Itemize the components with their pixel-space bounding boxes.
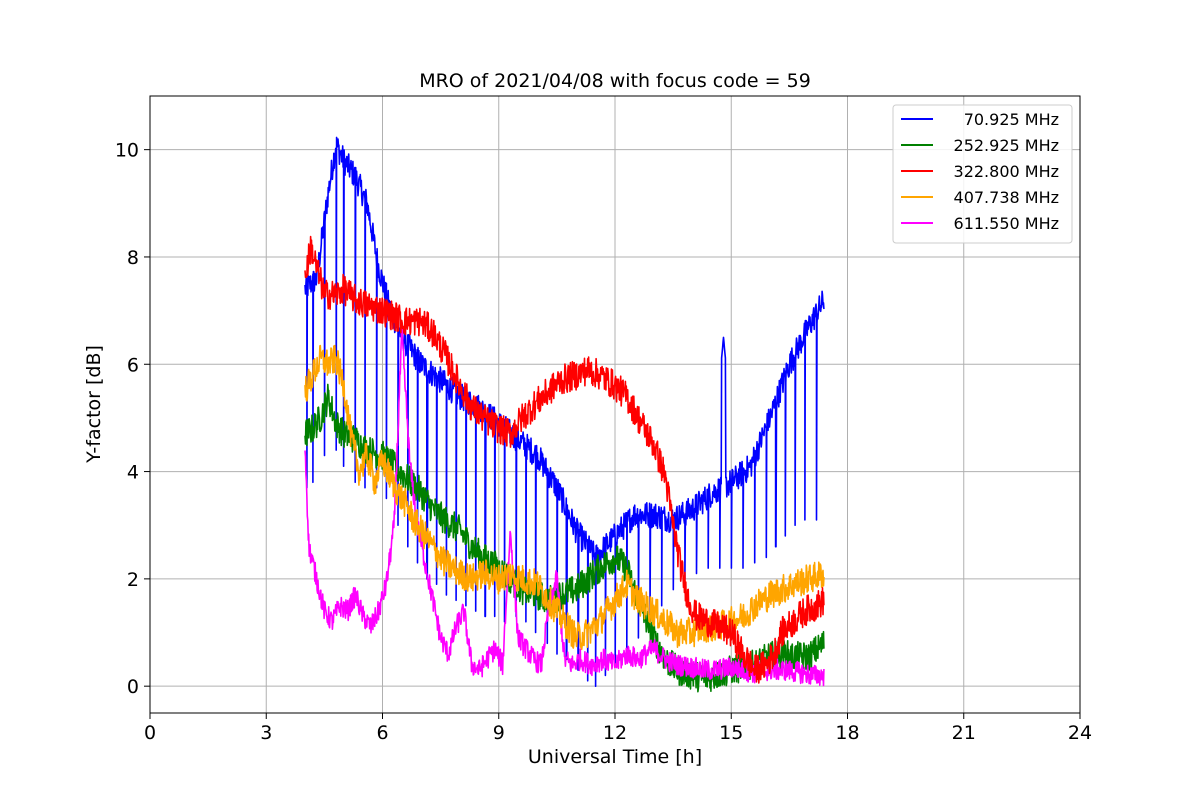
x-axis-label: Universal Time [h] bbox=[528, 746, 702, 768]
legend: 70.925 MHz 252.925 MHz 322.800 MHz 407.738 … bbox=[892, 104, 1073, 244]
x-tick-label: 3 bbox=[260, 722, 272, 744]
x-tick-label: 24 bbox=[1068, 722, 1092, 744]
legend-box bbox=[892, 104, 1073, 244]
legend-label: 611.550 MHz bbox=[954, 214, 1059, 233]
y-tick-label: 8 bbox=[127, 247, 139, 269]
series-layer bbox=[304, 136, 825, 693]
y-axis-label: Y-factor [dB] bbox=[83, 345, 105, 464]
x-tick-label: 6 bbox=[376, 722, 388, 744]
x-tick-label: 15 bbox=[719, 722, 743, 744]
series-line-3 bbox=[304, 344, 825, 651]
x-tick-label: 0 bbox=[144, 722, 156, 744]
series-line-4 bbox=[304, 325, 825, 687]
x-tick-label: 21 bbox=[952, 722, 976, 744]
x-tick-label: 12 bbox=[603, 722, 627, 744]
legend-label: 70.925 MHz bbox=[964, 110, 1059, 129]
legend-label: 407.738 MHz bbox=[954, 188, 1059, 207]
y-tick-label: 6 bbox=[127, 354, 139, 376]
legend-label: 252.925 MHz bbox=[954, 136, 1059, 155]
x-tick-label: 9 bbox=[493, 722, 505, 744]
y-tick-label: 4 bbox=[127, 462, 139, 484]
grid-lines bbox=[149, 96, 1081, 713]
legend-label: 322.800 MHz bbox=[954, 162, 1059, 181]
chart-title: MRO of 2021/04/08 with focus code = 59 bbox=[419, 70, 811, 92]
y-tick-label: 2 bbox=[127, 569, 139, 591]
y-tick-label: 0 bbox=[127, 676, 139, 698]
x-tick-label: 18 bbox=[835, 722, 859, 744]
series-line-2 bbox=[304, 235, 825, 684]
y-tick-label: 10 bbox=[115, 140, 139, 162]
